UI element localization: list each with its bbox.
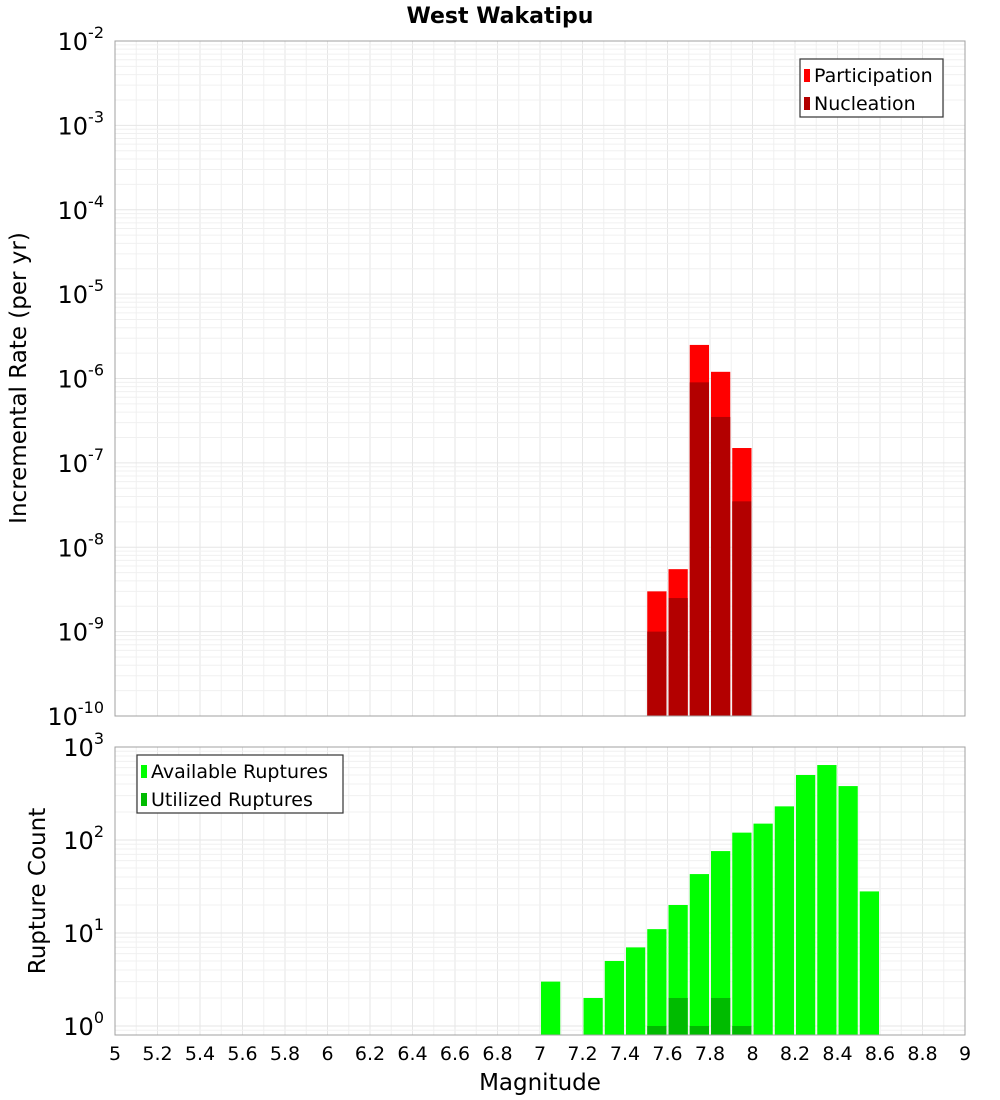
x-tick-label: 5.6 [227,1043,257,1065]
x-tick-label: 5.2 [142,1043,172,1065]
bar [689,874,709,1035]
legend-label: Nucleation [814,93,916,115]
x-tick-label: 6.8 [482,1043,512,1065]
bar [796,774,816,1035]
y-tick-label: 10-5 [58,276,105,309]
bar [753,823,773,1035]
chart-title: West Wakatipu [407,4,594,29]
y-tick-label: 100 [63,1008,104,1041]
bar [604,960,624,1035]
legend: Available Ruptures Utilized Ruptures [136,754,344,814]
y-tick-label: 10-2 [58,23,105,56]
bar [626,947,646,1035]
y-tick-label: 10-10 [47,698,104,731]
x-tick-label: 8.2 [780,1043,810,1065]
rate-panel: 10-2 10-3 10-4 10-5 10-6 10-7 10-8 10-9 10-10 Par… [47,23,966,731]
bar [732,832,752,1035]
bar [817,765,837,1035]
x-tick-label: 5.8 [270,1043,300,1065]
bar [647,1025,667,1035]
series-available-ruptures [541,765,879,1035]
x-tick-label: 6.6 [440,1043,470,1065]
legend-box [136,754,344,814]
bottom-y-axis-label: Rupture Count [25,808,51,974]
bar [583,997,603,1035]
bar [774,806,794,1035]
bar [732,501,752,716]
legend: Participation Nucleation [799,58,944,118]
bar [732,1025,752,1035]
x-tick-label: 8 [746,1043,758,1065]
bar [711,851,731,1035]
bar [711,416,731,716]
y-tick-label: 10-3 [58,107,105,140]
bar [647,631,667,716]
y-tick-label: 10-8 [58,529,105,562]
x-tick-label: 8.6 [865,1043,895,1065]
plot-frame [114,746,966,1036]
bar [541,981,561,1035]
x-tick-label: 5 [109,1043,121,1065]
x-tick-labels: 5 5.2 5.4 5.6 5.8 6 6.2 6.4 6.6 6.8 7 7.2 7.4 7.6 7.8 8… [109,1043,971,1065]
bar [711,997,731,1035]
x-tick-label: 7.2 [567,1043,597,1065]
series-utilized-ruptures [647,997,752,1035]
bar [668,997,688,1035]
y-tick-label: 10-9 [58,614,105,647]
y-tick-label: 103 [63,729,104,762]
legend-swatch [141,765,147,778]
y-tick-label: 10-7 [58,445,105,478]
x-tick-label: 6 [321,1043,333,1065]
y-tick-labels: 103 102 101 100 [63,729,104,1041]
y-tick-labels: 10-2 10-3 10-4 10-5 10-6 10-7 10-8 10-9 10-10 [47,23,104,731]
y-tick-label: 101 [63,915,104,948]
plot-frame [114,40,966,717]
legend-box [799,58,944,118]
top-y-axis-label: Incremental Rate (per yr) [6,232,32,524]
series-nucleation [647,382,752,716]
legend-label: Utilized Ruptures [151,789,313,811]
y-tick-label: 10-4 [58,192,105,225]
bar [647,929,667,1035]
y-tick-label: 102 [63,822,104,855]
x-tick-label: 8.8 [907,1043,937,1065]
legend-label: Participation [814,65,933,87]
x-tick-label: 5.4 [185,1043,215,1065]
x-tick-label: 7.8 [695,1043,725,1065]
legend-label: Available Ruptures [151,761,328,783]
x-tick-label: 9 [959,1043,971,1065]
y-tick-label: 10-6 [58,361,105,394]
bar [689,382,709,716]
x-tick-label: 7.4 [610,1043,640,1065]
legend-swatch [804,69,810,82]
legend-swatch [141,793,147,806]
bar [668,598,688,716]
bar [859,891,879,1035]
x-tick-label: 6.4 [397,1043,427,1065]
x-tick-label: 7.6 [652,1043,682,1065]
x-tick-label: 6.2 [355,1043,385,1065]
legend-swatch [804,97,810,110]
x-tick-label: 7 [534,1043,546,1065]
x-tick-label: 8.4 [822,1043,852,1065]
bar [689,1025,709,1035]
bar [838,786,858,1035]
x-axis-label: Magnitude [479,1070,601,1096]
